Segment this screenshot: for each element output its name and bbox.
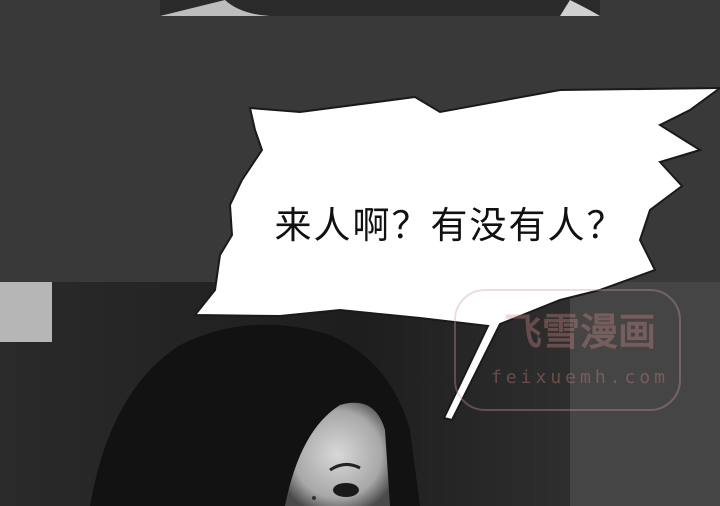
face bbox=[285, 402, 390, 506]
watermark-frame bbox=[454, 289, 681, 411]
background-wall bbox=[570, 282, 720, 506]
speech-bubble bbox=[192, 86, 720, 422]
previous-panel bbox=[160, 0, 600, 16]
eye bbox=[333, 483, 359, 497]
watermark-url: feixuemh.com bbox=[491, 367, 669, 388]
mole bbox=[312, 496, 316, 500]
watermark-title: 飞雪漫画 bbox=[504, 310, 656, 354]
speech-text: 来人啊？有没有人？ bbox=[275, 204, 626, 247]
previous-panel-detail bbox=[160, 0, 270, 16]
eyebrow bbox=[329, 463, 361, 472]
previous-panel-detail bbox=[560, 0, 600, 16]
background-light bbox=[0, 282, 52, 342]
watermark: 飞雪漫画 feixuemh.com bbox=[454, 289, 681, 411]
